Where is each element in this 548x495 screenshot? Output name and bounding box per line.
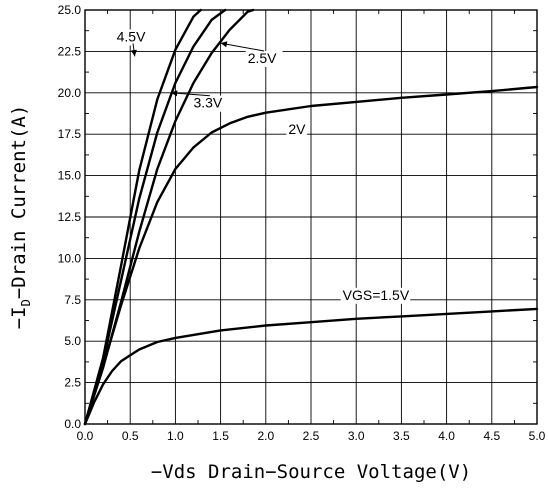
x-tick-label: 2.0 [257,429,274,443]
annotation-arrowhead [220,41,228,48]
y-tick-label: 15.0 [58,169,82,183]
annotation-label-bg [245,50,283,67]
x-tick-label: 0.0 [77,429,94,443]
series-line-vgs-1-5v [83,307,539,426]
y-tick-label: 2.5 [64,376,81,390]
tick-labels: 0.0 0.5 1.0 1.5 2.0 2.5 3.0 3.5 4.0 4.5 5.0 0.0 2.5 5… [58,3,546,443]
annotation-label: 2V [288,121,306,137]
x-tick-label: 3.0 [348,429,365,443]
x-axis-title: −Vds Drain−Source Voltage(V) [151,461,471,483]
series-line-4-5v [83,8,202,426]
x-tick-label: 1.0 [167,429,184,443]
y-tick-label: 20.0 [58,86,82,100]
annotation-arrowhead [170,90,178,97]
y-tick-label: 7.5 [64,293,81,307]
annotation-label: VGS=1.5V [343,287,410,303]
curves [83,8,539,426]
series-line-3-3v [83,8,227,426]
y-tick-label: 25.0 [58,3,82,17]
annotation-label-bg [286,122,307,139]
annotation-leader-line [220,42,265,52]
annotation-label: 3.3V [193,95,222,111]
grid [84,9,538,425]
y-tick-label: 22.5 [58,44,82,58]
annotation-label: 2.5V [248,50,277,66]
annotation-label-bg [114,29,152,46]
annotation-arrowhead [130,49,137,57]
y-tick-label: 0.0 [64,417,81,431]
annotations: 4.5V 2.5V 3.3V 2V VGS=1.5V [114,28,411,304]
annotation-label-bg [191,95,229,112]
y-tick-label: 17.5 [58,127,82,141]
x-tick-label: 2.5 [303,429,320,443]
x-tick-label: 0.5 [122,429,139,443]
x-tick-label: 4.5 [483,429,500,443]
plot-frame [84,9,538,425]
x-tick-label: 4.0 [438,429,455,443]
y-tick-label: 10.0 [58,251,82,265]
x-tick-label: 1.5 [212,429,229,443]
annotation-label: 4.5V [117,28,146,44]
y-axis-title: −ID−Drain Current(A) [8,105,33,330]
y-axis-title-main: −I [8,306,30,329]
annotation-label-bg [340,287,411,304]
x-tick-label: 5.0 [529,429,546,443]
series-line-2v [83,85,539,426]
y-axis-title-subscript: D [19,299,33,306]
y-tick-label: 5.0 [64,334,81,348]
x-tick-label: 3.5 [393,429,410,443]
annotation-leader-line [170,92,210,97]
y-tick-label: 12.5 [58,210,82,224]
y-axis-title-rest: −Drain Current(A) [8,105,30,299]
series-line-2-5v [83,8,255,426]
